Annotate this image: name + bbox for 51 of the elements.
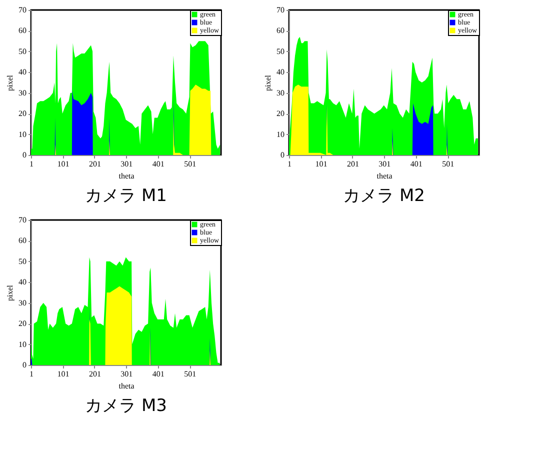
y-tick-label: 10 (18, 340, 26, 349)
x-tick-label: 501 (184, 370, 196, 378)
y-tick-label: 70 (18, 216, 26, 224)
y-tick-label: 50 (276, 46, 284, 56)
text: カメラ M2 (343, 186, 425, 206)
x-tick-label: 201 (88, 160, 101, 168)
x-tick-label: 201 (88, 370, 101, 378)
y-tick-label: 40 (276, 68, 284, 77)
x-tick-label: 101 (57, 370, 70, 378)
x-tick-label: 501 (184, 160, 196, 168)
y-tick-label: 20 (18, 319, 26, 328)
x-tick-label: 1 (30, 160, 34, 168)
y-tick-label: 50 (18, 46, 26, 56)
x-axis-title: theta (118, 382, 135, 390)
x-tick-label: 201 (346, 160, 359, 168)
y-tick-label: 0 (280, 150, 284, 160)
y-tick-label: 0 (22, 150, 26, 160)
y-tick-label: 10 (276, 130, 284, 139)
x-tick-label: 401 (152, 160, 164, 168)
x-tick-label: 401 (152, 370, 164, 378)
y-tick-label: 30 (276, 88, 284, 98)
text: カメラ M3 (85, 396, 167, 416)
text: カメラ M1 (85, 186, 167, 206)
x-tick-label: 301 (120, 160, 133, 168)
y-tick-label: 20 (18, 109, 26, 118)
y-axis-title: pixel (6, 74, 14, 91)
y-tick-label: 30 (18, 298, 26, 308)
y-tick-label: 10 (18, 130, 26, 139)
y-tick-label: 60 (18, 26, 26, 36)
y-tick-label: 40 (18, 278, 26, 287)
y-axis-title: pixel (264, 74, 272, 91)
x-tick-label: 1 (30, 370, 34, 378)
y-axis-title: pixel (6, 284, 14, 301)
x-tick-label: 401 (410, 160, 422, 168)
x-tick-label: 1 (288, 160, 292, 168)
y-tick-label: 20 (276, 109, 284, 118)
x-tick-label: 101 (315, 160, 328, 168)
y-tick-label: 70 (276, 6, 284, 14)
x-tick-label: 101 (57, 160, 70, 168)
y-tick-label: 30 (18, 88, 26, 98)
y-tick-label: 70 (18, 6, 26, 14)
y-tick-label: 0 (22, 360, 26, 370)
x-tick-label: 301 (378, 160, 391, 168)
x-axis-title: theta (376, 172, 393, 180)
y-tick-label: 60 (276, 26, 284, 36)
x-tick-label: 501 (442, 160, 454, 168)
x-axis-title: theta (118, 172, 135, 180)
y-tick-label: 40 (18, 68, 26, 77)
y-tick-label: 60 (18, 236, 26, 246)
y-tick-label: 50 (18, 256, 26, 266)
x-tick-label: 301 (120, 370, 133, 378)
